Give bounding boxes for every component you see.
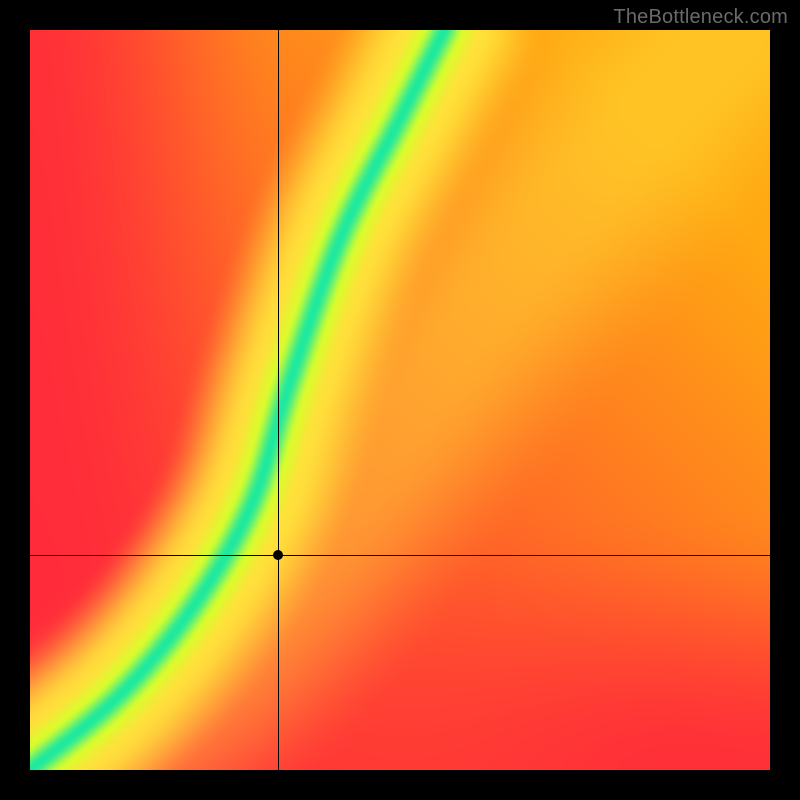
crosshair-vertical [278,30,279,770]
crosshair-marker [273,550,283,560]
watermark-text: TheBottleneck.com [613,6,788,29]
bottleneck-heatmap [30,30,770,770]
crosshair-horizontal [30,555,770,556]
chart-container: TheBottleneck.com [0,0,800,800]
